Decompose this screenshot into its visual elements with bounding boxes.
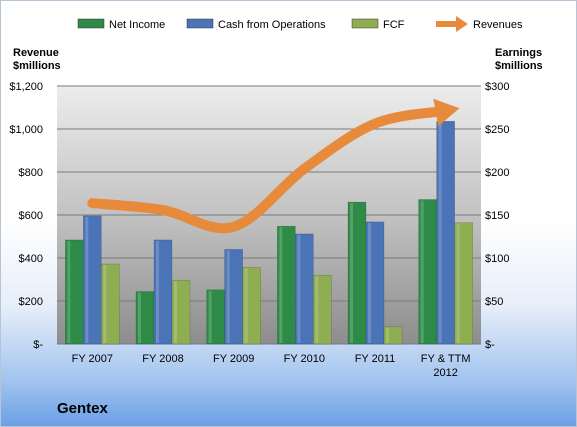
legend-label: FCF — [383, 19, 405, 31]
left-tick-label: $400 — [19, 253, 43, 265]
right-axis-title: $millions — [495, 60, 543, 72]
left-tick-label: $200 — [19, 296, 43, 308]
bar-fcf — [171, 280, 191, 345]
right-tick-label: $300 — [485, 81, 509, 93]
category-label: FY 2007 — [72, 353, 113, 365]
legend-label: Revenues — [473, 19, 523, 31]
category-label: FY 2009 — [213, 353, 254, 365]
legend-swatch — [351, 18, 379, 29]
bar-fcf — [313, 274, 332, 345]
bar-fcf — [454, 222, 473, 345]
bar-fcf — [101, 263, 120, 345]
bar-highlight — [244, 268, 248, 343]
left-tick-label: $- — [33, 339, 43, 351]
category-label: FY 2011 — [355, 353, 396, 365]
category-label: 2012 — [433, 367, 457, 379]
right-tick-label: $200 — [485, 167, 509, 179]
axes: $- $200 $400 $600 $800 $1,000 $1,200 $- $50 $100 $… — [9, 47, 542, 379]
legend-label: Net Income — [109, 19, 165, 31]
right-tick-label: $250 — [485, 124, 509, 136]
bar-highlight — [156, 240, 159, 343]
bar-highlight — [315, 276, 319, 343]
bar-highlight — [85, 216, 89, 343]
legend-swatch — [186, 18, 214, 29]
bar-highlight — [138, 292, 141, 343]
right-tick-label: $- — [485, 339, 495, 351]
bar-highlight — [420, 200, 424, 343]
legend-arrow-swatch — [456, 16, 468, 32]
bar-highlight — [67, 240, 71, 343]
category-label: FY & TTM — [421, 353, 471, 365]
bars — [65, 121, 473, 345]
left-tick-label: $800 — [19, 167, 43, 179]
revenues-arrowhead — [433, 98, 460, 127]
revenues-line — [87, 98, 460, 234]
category-label: FY 2008 — [142, 353, 183, 365]
bar-fcf — [383, 326, 403, 345]
left-axis-title: $millions — [13, 60, 61, 72]
company-name: Gentex — [57, 400, 109, 417]
left-tick-label: $600 — [19, 210, 43, 222]
bar-highlight — [438, 122, 442, 343]
right-axis-title: Earnings — [495, 47, 542, 59]
legend-swatch — [77, 18, 105, 29]
bar-highlight — [174, 281, 177, 343]
right-tick-label: $150 — [485, 210, 509, 222]
bar-highlight — [368, 222, 371, 343]
legend: Net Income Cash from Operations FCF Revenue… — [77, 16, 523, 32]
left-axis-title: Revenue — [13, 47, 59, 59]
bar-highlight — [386, 327, 389, 343]
legend-label: Cash from Operations — [218, 19, 326, 31]
bar-highlight — [456, 223, 460, 343]
bar-highlight — [297, 234, 301, 343]
gridlines — [57, 85, 481, 345]
left-tick-label: $1,200 — [9, 81, 43, 93]
category-label: FY 2010 — [284, 353, 325, 365]
bar-highlight — [279, 227, 283, 343]
bar-highlight — [226, 250, 230, 343]
bar-cash-from-operations — [365, 221, 385, 345]
revenues-curve — [87, 105, 451, 234]
bar-fcf — [242, 267, 261, 345]
bar-highlight — [208, 290, 212, 343]
left-tick-label: $1,000 — [9, 124, 43, 136]
right-tick-label: $100 — [485, 253, 509, 265]
bar-highlight — [350, 203, 353, 343]
right-tick-label: $50 — [485, 296, 503, 308]
bar-highlight — [103, 265, 107, 343]
